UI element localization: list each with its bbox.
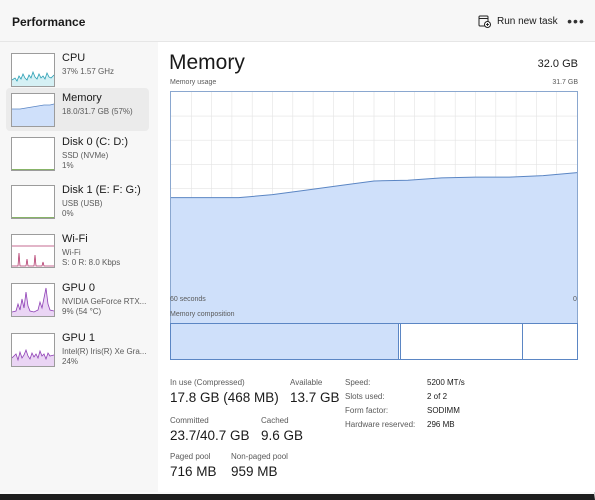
sidebar-item-detail: 37% 1.57 GHz	[62, 67, 115, 76]
time-axis-start: 60 seconds	[170, 296, 206, 303]
time-axis-end: 0	[573, 296, 577, 303]
cpu-thumbnail	[11, 53, 55, 87]
composition-segment-modified[interactable]	[398, 324, 401, 359]
sidebar-item-label: GPU 1	[62, 332, 96, 344]
sidebar-item-wifi[interactable]: Wi-Fi Wi-Fi S: 0 R: 8.0 Kbps	[6, 229, 149, 272]
memory-usage-max: 31.7 GB	[552, 79, 578, 86]
committed-label: Committed	[170, 416, 209, 425]
paged-pool-value: 716 MB	[170, 464, 217, 479]
memory-title: Memory	[169, 51, 245, 74]
non-paged-pool-label: Non-paged pool	[231, 452, 288, 461]
sidebar-item-label: GPU 0	[62, 282, 96, 294]
hardware-reserved-label: Hardware reserved:	[345, 420, 416, 429]
memory-usage-chart	[170, 91, 578, 334]
cached-value: 9.6 GB	[261, 428, 304, 443]
sidebar-item-detail: USB (USB)	[62, 199, 103, 208]
wifi-mini-graph	[12, 245, 54, 267]
memory-usage-area	[171, 172, 577, 333]
memory-usage-label: Memory usage	[170, 79, 217, 86]
sidebar-item-cpu[interactable]: CPU 37% 1.57 GHz	[6, 48, 149, 91]
sidebar-item-detail: 1%	[62, 161, 74, 170]
gpu-0-thumbnail	[11, 283, 55, 317]
sidebar-item-gpu-0[interactable]: GPU 0 NVIDIA GeForce RTX... 9% (54 °C)	[6, 278, 149, 321]
sidebar-item-disk-0[interactable]: Disk 0 (C: D:) SSD (NVMe) 1%	[6, 132, 149, 175]
memory-total: 32.0 GB	[537, 58, 578, 70]
cpu-mini-graph	[12, 70, 54, 86]
sidebar-item-detail: NVIDIA GeForce RTX...	[62, 297, 147, 306]
composition-segment-standby[interactable]	[400, 324, 523, 359]
memory-usage-graph	[171, 92, 577, 333]
composition-segment-free[interactable]	[522, 324, 577, 359]
sidebar-item-detail: 9% (54 °C)	[62, 307, 102, 316]
wifi-thumbnail	[11, 234, 55, 268]
speed-value: 5200 MT/s	[427, 378, 465, 387]
more-options-button[interactable]: •••	[566, 11, 586, 31]
sidebar-item-gpu-1[interactable]: GPU 1 Intel(R) Iris(R) Xe Gra... 24%	[6, 328, 149, 371]
gpu-1-mini-graph	[12, 348, 54, 366]
disk-0-mini-graph	[12, 169, 54, 170]
sidebar-item-detail: 24%	[62, 357, 79, 366]
page-title: Performance	[12, 15, 86, 29]
paged-pool-label: Paged pool	[170, 452, 211, 461]
memory-composition-bar	[170, 323, 578, 360]
form-factor-value: SODIMM	[427, 406, 460, 415]
disk-0-thumbnail	[11, 137, 55, 171]
slots-used-value: 2 of 2	[427, 392, 448, 401]
sidebar-item-detail: Wi-Fi	[62, 248, 81, 257]
sidebar-item-label: Disk 1 (E: F: G:)	[62, 184, 141, 196]
memory-thumbnail	[11, 93, 55, 127]
title-bar: Performance Run new task •••	[0, 0, 595, 42]
sidebar-item-label: Wi-Fi	[62, 233, 88, 245]
gpu-1-thumbnail	[11, 333, 55, 367]
sidebar-item-disk-1[interactable]: Disk 1 (E: F: G:) USB (USB) 0%	[6, 180, 149, 223]
sidebar-item-label: Disk 0 (C: D:)	[62, 136, 128, 148]
ellipsis-icon: •••	[567, 13, 585, 29]
run-task-icon	[478, 15, 491, 28]
gpu-0-mini-graph	[12, 287, 54, 316]
sidebar-item-label: Memory	[62, 92, 102, 104]
sidebar-item-detail: 0%	[62, 209, 74, 218]
available-label: Available	[290, 378, 323, 387]
sidebar-item-detail: SSD (NVMe)	[62, 151, 109, 160]
slots-used-label: Slots used:	[345, 392, 385, 401]
in-use-label: In use (Compressed)	[170, 378, 245, 387]
disk-1-thumbnail	[11, 185, 55, 219]
sidebar-item-detail: 18.0/31.7 GB (57%)	[62, 107, 133, 116]
memory-mini-graph	[12, 103, 54, 126]
non-paged-pool-value: 959 MB	[231, 464, 278, 479]
sidebar-item-detail: S: 0 R: 8.0 Kbps	[62, 258, 121, 267]
in-use-value: 17.8 GB (468 MB)	[170, 390, 279, 405]
cached-label: Cached	[261, 416, 289, 425]
sidebar-item-detail: Intel(R) Iris(R) Xe Gra...	[62, 347, 147, 356]
sidebar-item-label: CPU	[62, 52, 86, 64]
memory-composition-label: Memory composition	[170, 311, 235, 318]
sidebar: CPU 37% 1.57 GHz Memory 18.0/31.7 GB (57…	[0, 42, 158, 492]
sidebar-item-memory[interactable]: Memory 18.0/31.7 GB (57%)	[6, 88, 149, 131]
form-factor-label: Form factor:	[345, 406, 389, 415]
run-new-task-button[interactable]: Run new task	[478, 11, 558, 31]
run-new-task-label: Run new task	[497, 15, 558, 27]
committed-value: 23.7/40.7 GB	[170, 428, 250, 443]
hardware-reserved-value: 296 MB	[427, 420, 455, 429]
memory-panel: Memory 32.0 GB Memory usage 31.7 GB 60 s…	[158, 42, 595, 492]
composition-segment-in-use[interactable]	[171, 324, 399, 359]
disk-1-mini-graph	[12, 217, 54, 218]
speed-label: Speed:	[345, 378, 371, 387]
memory-usage-line	[171, 172, 577, 199]
available-value: 13.7 GB	[290, 390, 340, 405]
